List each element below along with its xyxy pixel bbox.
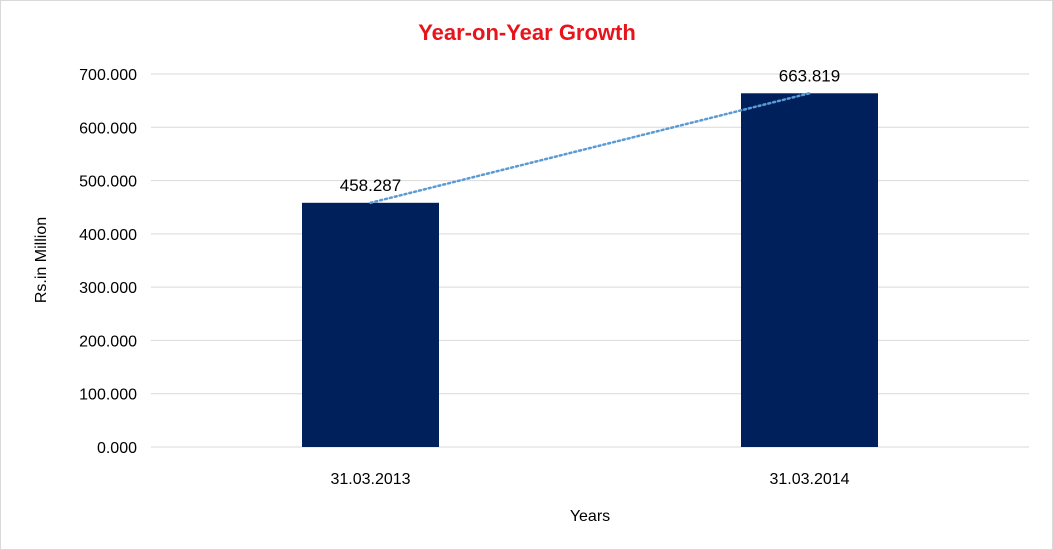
y-tick-label: 200.000 xyxy=(79,333,137,350)
trendline-layer xyxy=(369,92,811,205)
bar-31.03.2013 xyxy=(302,202,439,447)
data-label: 458.287 xyxy=(340,176,401,195)
y-tick-label: 400.000 xyxy=(79,227,137,244)
bar-31.03.2014 xyxy=(741,93,878,448)
y-tick-label: 100.000 xyxy=(79,387,137,404)
x-tick-label: 31.03.2014 xyxy=(769,471,849,488)
x-axis-title: Years xyxy=(570,508,610,525)
y-axis-title: Rs.in Million xyxy=(33,217,50,303)
bars xyxy=(302,93,878,448)
y-axis-ticks: 0.000 100.000 200.000 300.000 400.000 500.000… xyxy=(79,67,137,457)
trendline xyxy=(369,92,811,205)
gridlines xyxy=(151,73,1029,448)
chart-title: Year-on-Year Growth xyxy=(418,20,636,45)
y-tick-label: 600.000 xyxy=(79,120,137,137)
data-labels: 458.287 663.819 xyxy=(340,66,840,195)
x-axis-ticks: 31.03.2013 31.03.2014 xyxy=(330,471,849,488)
y-tick-label: 700.000 xyxy=(79,67,137,84)
y-tick-label: 500.000 xyxy=(79,174,137,191)
y-tick-label: 0.000 xyxy=(97,440,137,457)
x-tick-label: 31.03.2013 xyxy=(330,471,410,488)
data-label: 663.819 xyxy=(779,66,840,85)
y-tick-label: 300.000 xyxy=(79,280,137,297)
